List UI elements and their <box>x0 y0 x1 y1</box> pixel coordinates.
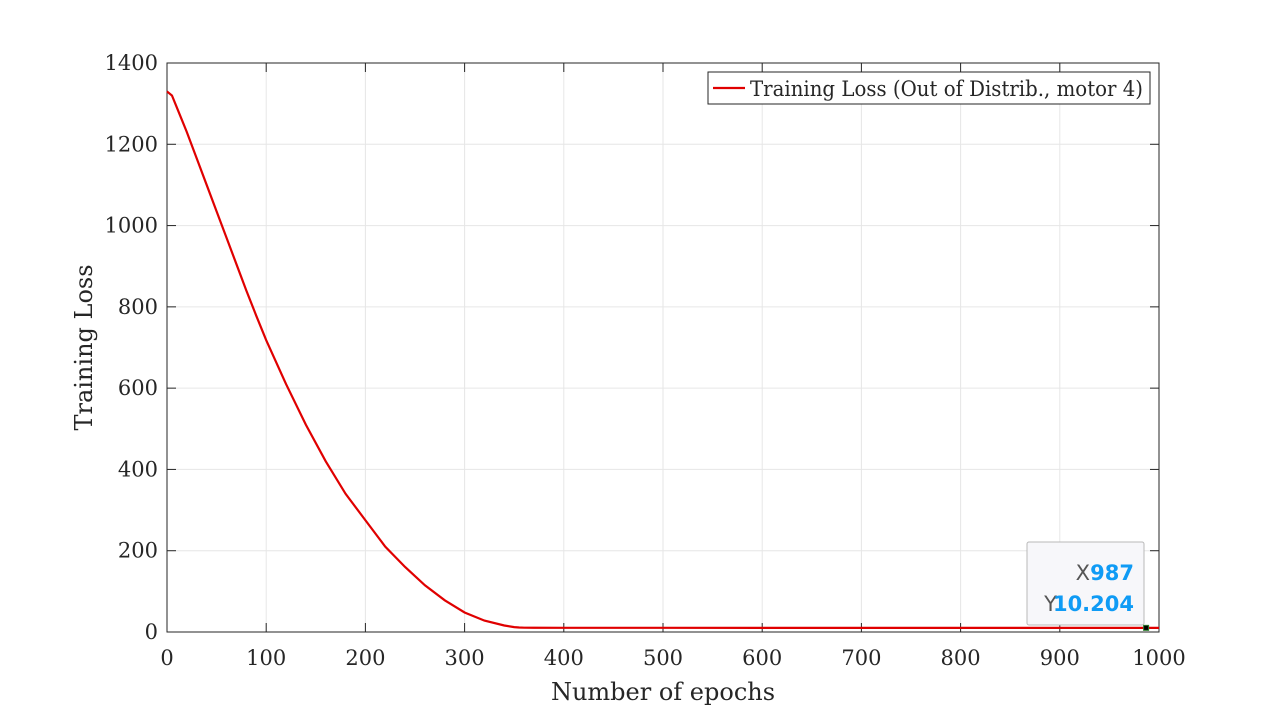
datatip-y-key: Y <box>1043 592 1057 616</box>
x-tick-label: 300 <box>445 646 485 670</box>
y-tick-label: 600 <box>118 376 158 400</box>
x-tick-label: 200 <box>345 646 385 670</box>
x-axis-label: Number of epochs <box>551 678 775 706</box>
y-tick-label: 200 <box>118 539 158 563</box>
y-tick-label: 1400 <box>105 51 158 75</box>
datatip-marker[interactable] <box>1143 624 1150 631</box>
y-tick-label: 400 <box>118 457 158 481</box>
x-tick-label: 600 <box>742 646 782 670</box>
x-tick-label: 500 <box>643 646 683 670</box>
x-tick-label: 400 <box>544 646 584 670</box>
datatip-x-value: 987 <box>1090 561 1134 585</box>
datatip[interactable]: X 987 Y 10.204 <box>1026 541 1150 631</box>
datatip-box <box>1026 541 1145 626</box>
legend-entry-label: Training Loss (Out of Distrib., motor 4) <box>750 77 1143 101</box>
grid <box>167 63 1159 632</box>
series-line-training-loss <box>166 90 1159 629</box>
x-tick-label: 100 <box>246 646 286 670</box>
y-tick-label: 1200 <box>105 132 158 156</box>
legend[interactable]: Training Loss (Out of Distrib., motor 4) <box>707 71 1151 105</box>
x-tick-label: 1000 <box>1132 646 1185 670</box>
x-tick-label: 700 <box>841 646 881 670</box>
y-axis-label: Training Loss <box>70 264 98 430</box>
x-tick-labels: 0 100 200 300 400 500 600 700 800 900 1000 <box>160 646 1185 670</box>
legend-box <box>707 71 1151 105</box>
x-tick-label: 900 <box>1040 646 1080 670</box>
datatip-y-value: 10.204 <box>1053 592 1134 616</box>
y-tick-label: 1000 <box>105 214 158 238</box>
y-tick-label: 800 <box>118 295 158 319</box>
datatip-x-key: X <box>1076 561 1090 585</box>
y-tick-labels: 0 200 400 600 800 1000 1200 1400 <box>105 51 158 644</box>
y-tick-label: 0 <box>145 620 158 644</box>
x-tick-label: 0 <box>160 646 173 670</box>
x-tick-label: 800 <box>941 646 981 670</box>
